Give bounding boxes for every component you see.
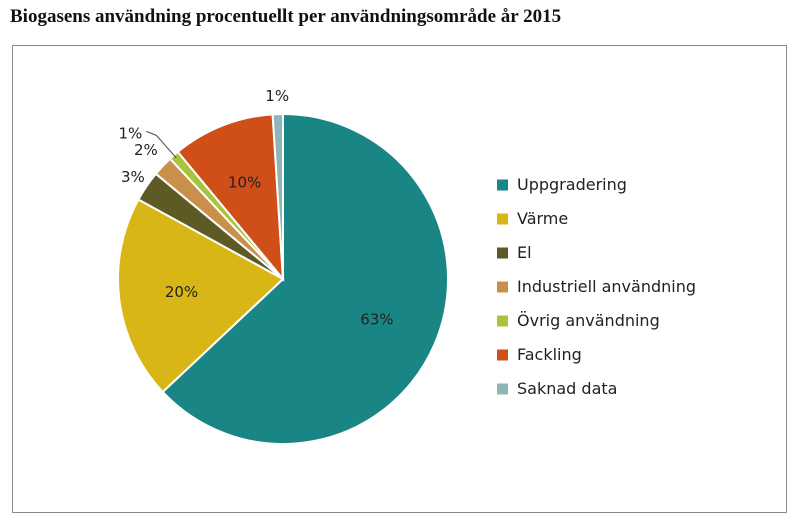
legend-label: Fackling <box>517 345 582 364</box>
data-label: 1% <box>119 124 143 142</box>
pie-slice-uppgradering <box>161 112 449 445</box>
leader-lines <box>146 130 177 159</box>
legend-label: Uppgradering <box>517 175 627 194</box>
legend-swatch <box>497 383 508 395</box>
legend-swatch <box>497 179 508 191</box>
pie-slice-fackling <box>176 113 285 283</box>
legend-label: Värme <box>517 209 568 228</box>
legend: Uppgradering Värme El Industriell användnin… <box>497 175 696 398</box>
data-label: 2% <box>134 141 158 159</box>
legend-swatch <box>497 213 508 225</box>
data-label: 10% <box>228 173 261 191</box>
legend-label: Saknad data <box>517 379 617 398</box>
data-label: 3% <box>121 168 145 186</box>
legend-swatch <box>497 349 508 361</box>
legend-swatch <box>497 315 508 327</box>
data-label: 20% <box>165 283 198 301</box>
legend-label: El <box>517 243 532 262</box>
legend-label: Industriell användning <box>517 277 696 296</box>
leader-line <box>146 130 177 159</box>
legend-label: Övrig användning <box>517 311 660 330</box>
pie-chart: 63%20%3%2%1%10%1% UppgraderingVärmeElInd… <box>117 87 696 445</box>
data-label: 63% <box>360 311 393 329</box>
pie-slice-saknad-data <box>271 112 284 280</box>
data-label: 1% <box>265 87 289 105</box>
legend-swatch <box>497 281 508 293</box>
pie-slices <box>117 112 449 445</box>
data-labels: 63%20%3%2%1%10%1% <box>119 87 394 329</box>
page-title: Biogasens användning procentuellt per an… <box>10 6 562 27</box>
legend-swatch <box>497 247 508 259</box>
chart-frame: 63% 20% 3% 2% 1% 10% 1% Uppgradering Värme El Ind… <box>12 45 787 513</box>
pie-slice-värme <box>117 198 285 394</box>
